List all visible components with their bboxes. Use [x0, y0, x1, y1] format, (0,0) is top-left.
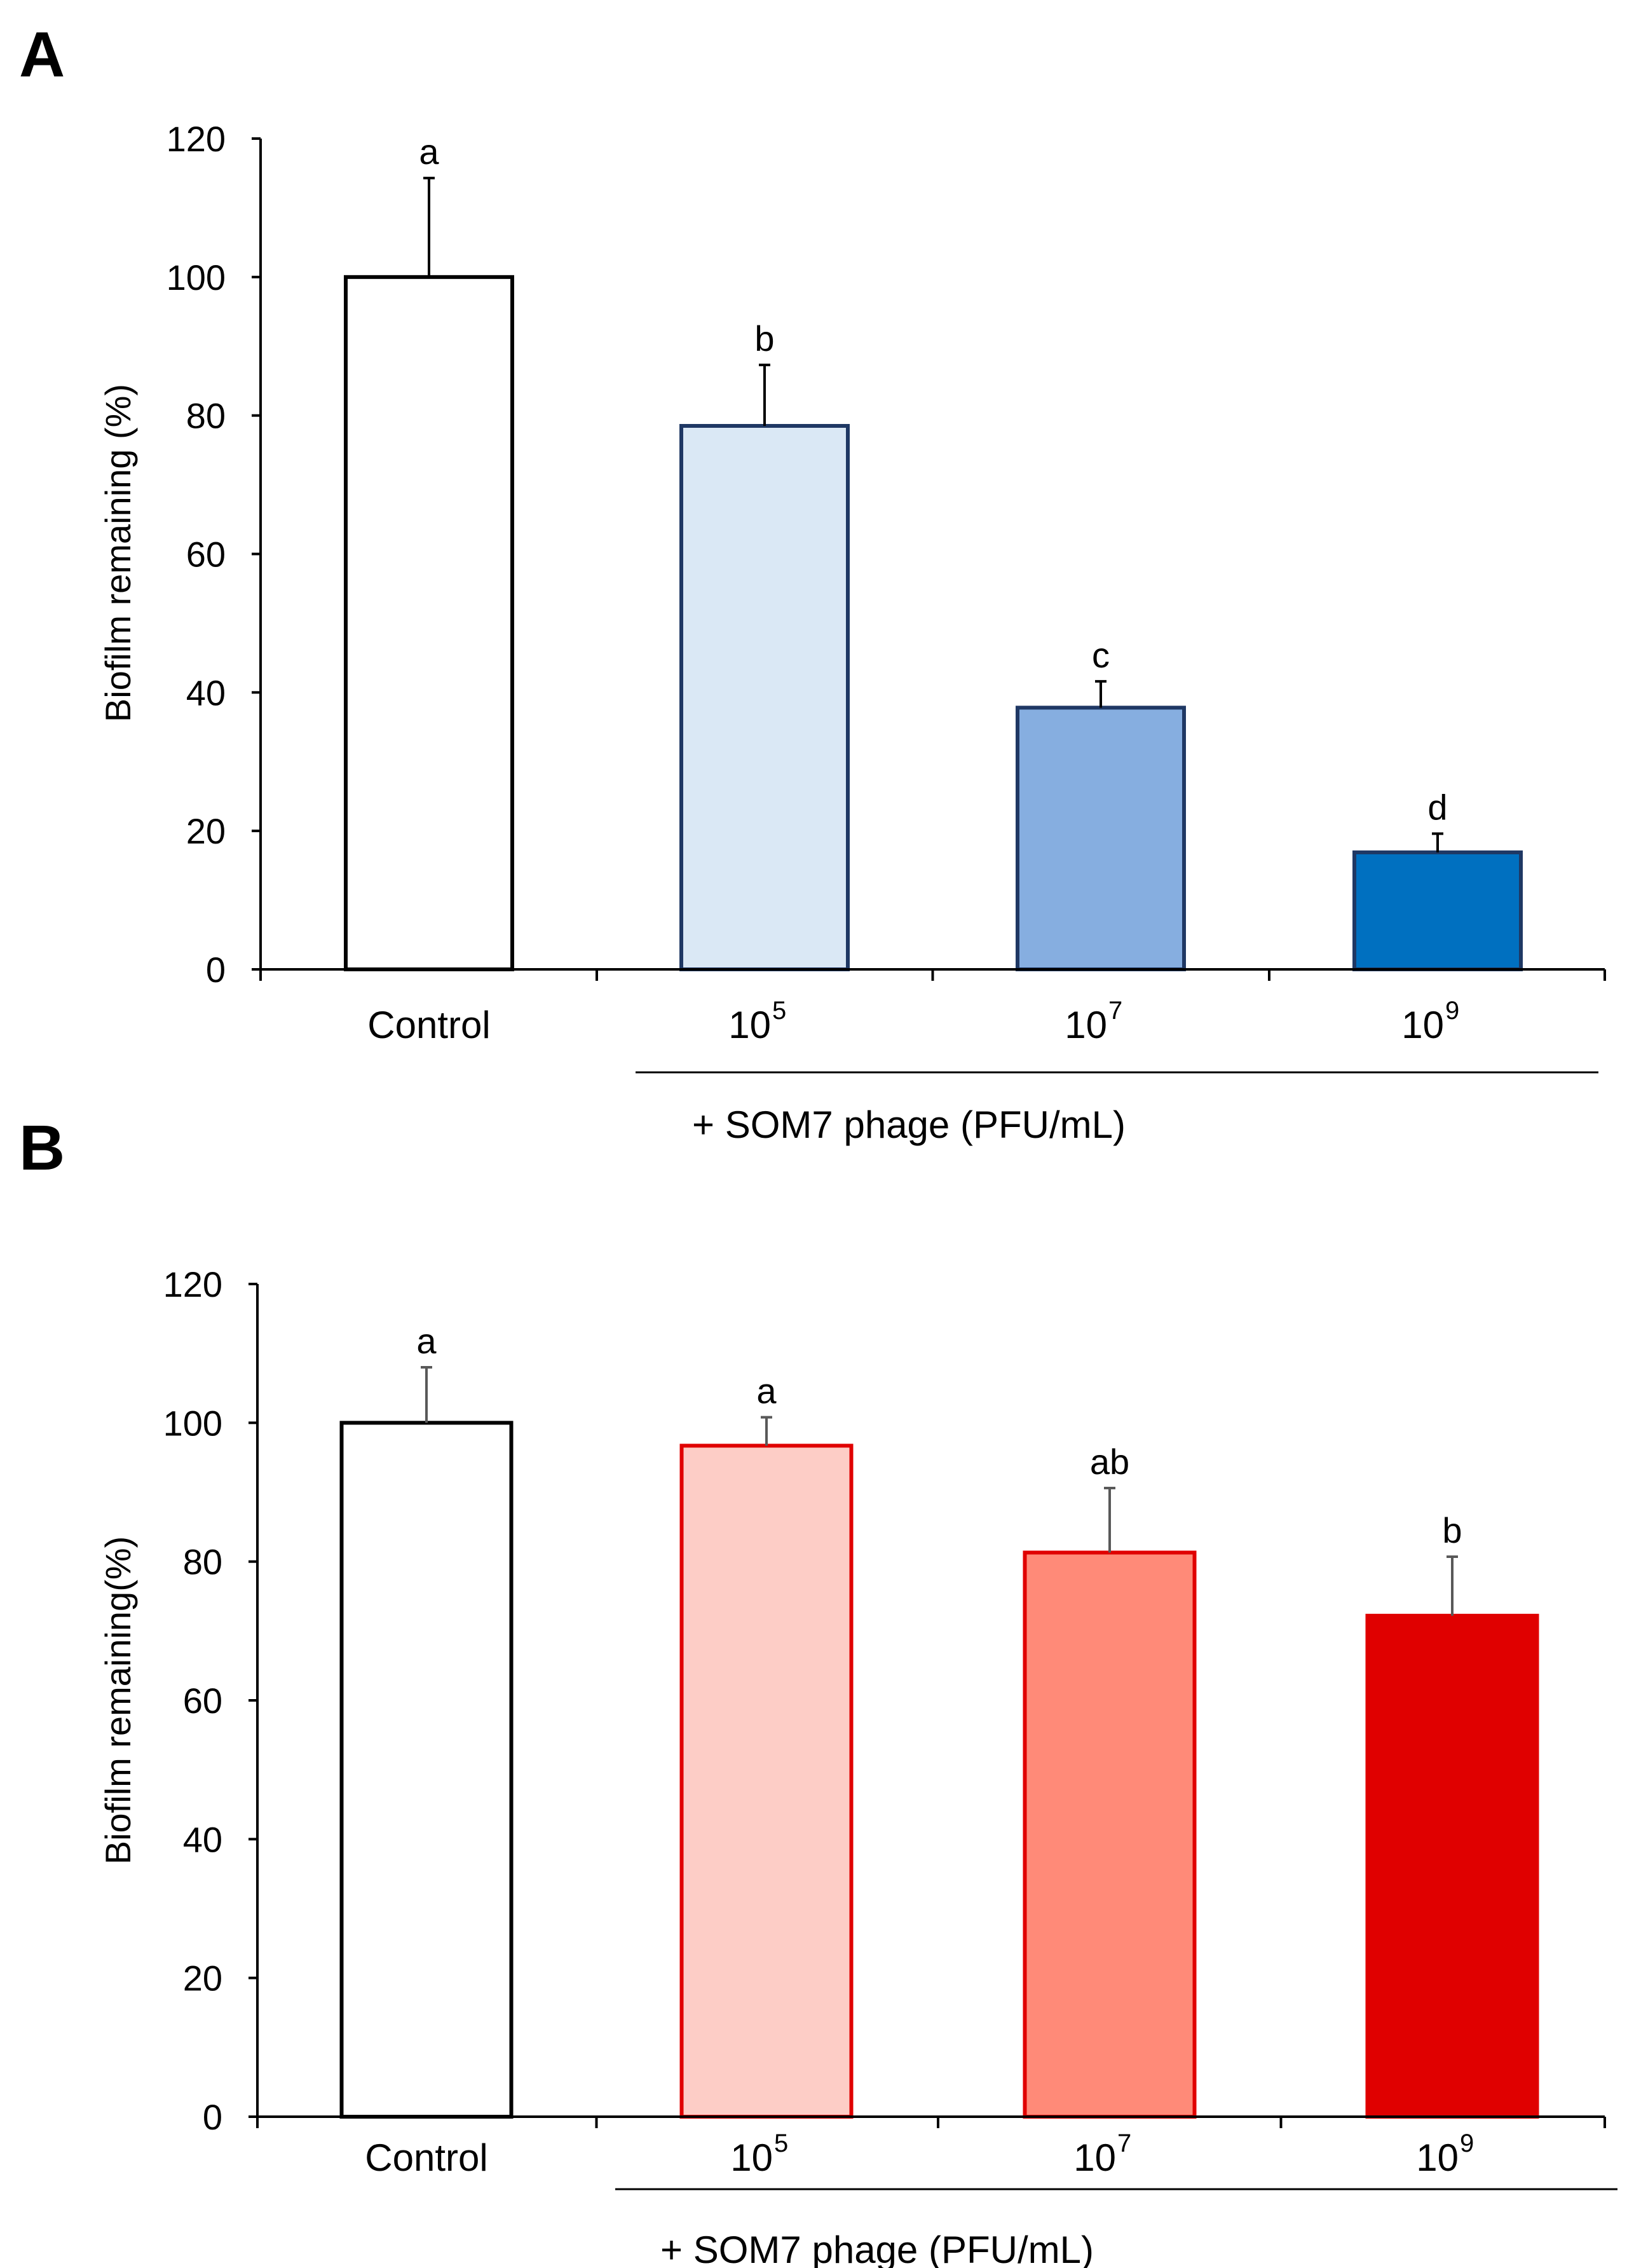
panel-b-category-label-4: 10 9 — [1416, 2129, 1474, 2179]
panel-b-significance-2: a — [756, 1371, 777, 1411]
panel-a-y-tick-label: 120 — [167, 119, 226, 159]
panel-a-y-tick-label: 20 — [186, 811, 226, 851]
category-base: Control — [367, 1004, 490, 1046]
panel-a-bar-1 — [344, 275, 514, 971]
category-superscript: 9 — [1460, 2129, 1474, 2157]
category-base: 10 — [730, 2136, 773, 2179]
panel-a-error-bar-4 — [1432, 832, 1443, 852]
panel-a-bar-4 — [1352, 850, 1523, 971]
category-superscript: 5 — [774, 2129, 788, 2157]
category-superscript: 5 — [772, 997, 786, 1025]
panel-b-significance-4: b — [1442, 1510, 1462, 1550]
panel-b-y-tick-label: 80 — [183, 1542, 222, 1582]
panel-b-error-bar-2 — [761, 1416, 772, 1446]
panel-b-y-tick-label: 60 — [183, 1681, 222, 1721]
panel-b-bar-3 — [1023, 1550, 1197, 2119]
panel-a-error-bar-1 — [423, 177, 435, 277]
panel-a-bar-3 — [1016, 706, 1186, 972]
panel-a-label: A — [19, 19, 65, 90]
panel-a-y-axis-title: Biofilm remaining (%) — [98, 384, 138, 722]
panel-b-y-tick-label: 120 — [163, 1264, 222, 1304]
panel-a-category-label-1: Control — [367, 1004, 490, 1046]
panel-b-category-label-2: 10 5 — [730, 2129, 788, 2179]
panel-a-significance-4: d — [1427, 788, 1447, 828]
panel-a-group-label: + SOM7 phage (PFU/mL) — [692, 1103, 1126, 1146]
panel-a-y-tick-label: 40 — [186, 673, 226, 713]
category-base: 10 — [1416, 2136, 1459, 2179]
panel-b-error-bar-4 — [1447, 1555, 1458, 1616]
panel-b-label: B — [19, 1112, 65, 1184]
panel-a-error-bar-2 — [759, 364, 770, 427]
category-base: 10 — [1401, 1004, 1444, 1046]
panel-b-bar-4 — [1365, 1613, 1539, 2119]
panel-a-category-label-3: 10 7 — [1065, 997, 1122, 1046]
panel-b-y-tick-label: 40 — [183, 1819, 222, 1859]
panel-b-significance-3: ab — [1090, 1442, 1129, 1482]
panel-b-bar-2 — [679, 1444, 854, 2119]
panel-a-error-bar-3 — [1095, 680, 1106, 708]
panel-a-significance-1: a — [419, 132, 439, 172]
panel-b-error-bar-1 — [421, 1366, 432, 1423]
panel-b-y-tick-label: 20 — [183, 1958, 222, 1998]
panel-b-bar-1 — [339, 1421, 514, 2119]
category-superscript: 7 — [1108, 997, 1122, 1025]
panel-b-significance-1: a — [416, 1321, 437, 1361]
panel-b-category-label-3: 10 7 — [1073, 2129, 1131, 2179]
category-base: 10 — [728, 1004, 771, 1046]
panel-b-group-label: + SOM7 phage (PFU/mL) — [660, 2229, 1094, 2268]
panel-a-y-tick-label: 60 — [186, 535, 226, 575]
category-base: 10 — [1065, 1004, 1107, 1046]
panel-a-y-tick-label: 100 — [167, 257, 226, 297]
panel-a-category-label-4: 10 9 — [1401, 997, 1459, 1046]
panel-a-bar-2 — [679, 424, 850, 971]
panel-a-category-label-2: 10 5 — [728, 997, 786, 1046]
panel-b-y-tick-label: 0 — [203, 2097, 222, 2137]
panel-a-significance-3: c — [1092, 635, 1110, 675]
panel-a-significance-2: b — [754, 318, 774, 359]
panel-a-y-tick-label: 80 — [186, 396, 226, 436]
panel-b-y-axis-title: Biofilm remaining(%) — [98, 1536, 138, 1865]
panel-b-error-bar-3 — [1104, 1486, 1115, 1553]
category-base: Control — [365, 2136, 487, 2179]
panel-a-y-tick-label: 0 — [206, 950, 226, 990]
category-base: 10 — [1073, 2136, 1116, 2179]
panel-b-y-tick-label: 100 — [163, 1403, 222, 1443]
category-superscript: 7 — [1117, 2129, 1131, 2157]
panel-b-category-label-1: Control — [365, 2136, 487, 2179]
category-superscript: 9 — [1445, 997, 1459, 1025]
